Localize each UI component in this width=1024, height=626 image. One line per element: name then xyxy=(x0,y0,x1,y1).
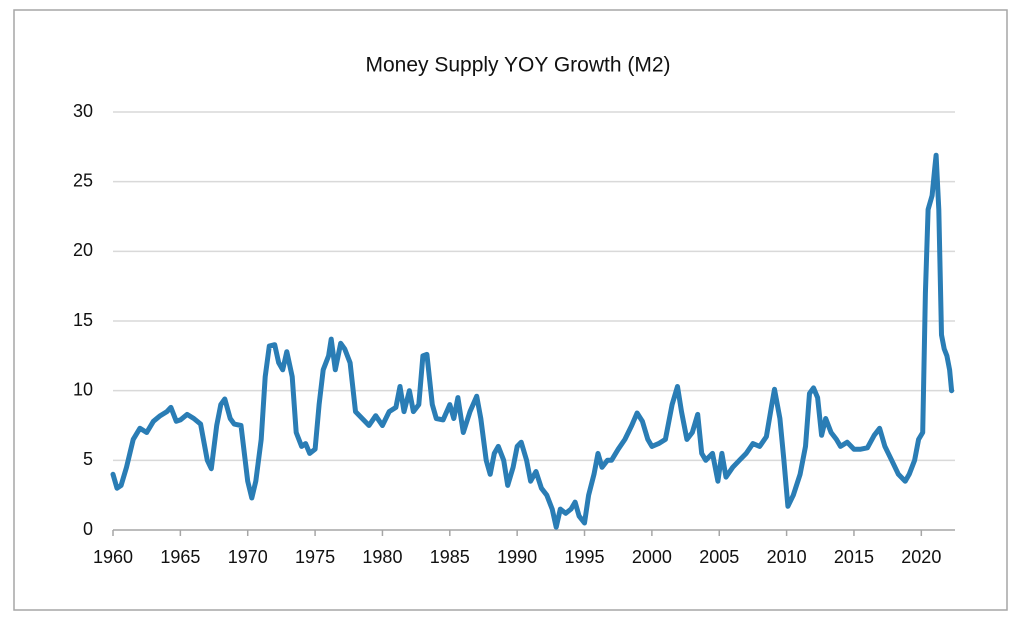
y-tick-label: 15 xyxy=(73,310,93,330)
x-tick-label: 1975 xyxy=(295,547,335,567)
x-tick-label: 1965 xyxy=(160,547,200,567)
chart-title: Money Supply YOY Growth (M2) xyxy=(365,54,670,77)
y-tick-label: 10 xyxy=(73,379,93,399)
y-tick-label: 30 xyxy=(73,101,93,121)
data-line xyxy=(110,152,955,530)
x-tick-label: 2020 xyxy=(901,547,941,567)
x-tick-label: 1980 xyxy=(362,547,402,567)
chart-frame xyxy=(13,9,1008,611)
y-tick-label: 5 xyxy=(83,449,93,469)
x-tick-label: 2005 xyxy=(699,547,739,567)
x-tick-label: 1985 xyxy=(430,547,470,567)
y-tick-label: 25 xyxy=(73,170,93,190)
x-tick-label: 1995 xyxy=(564,547,604,567)
x-tick-label: 1960 xyxy=(93,547,133,567)
x-tick-label: 2015 xyxy=(834,547,874,567)
y-tick-label: 0 xyxy=(83,519,93,539)
x-tick-label: 1990 xyxy=(497,547,537,567)
x-tick-label: 2010 xyxy=(767,547,807,567)
x-tick-label: 1970 xyxy=(228,547,268,567)
y-tick-label: 20 xyxy=(73,240,93,260)
x-tick-label: 2000 xyxy=(632,547,672,567)
